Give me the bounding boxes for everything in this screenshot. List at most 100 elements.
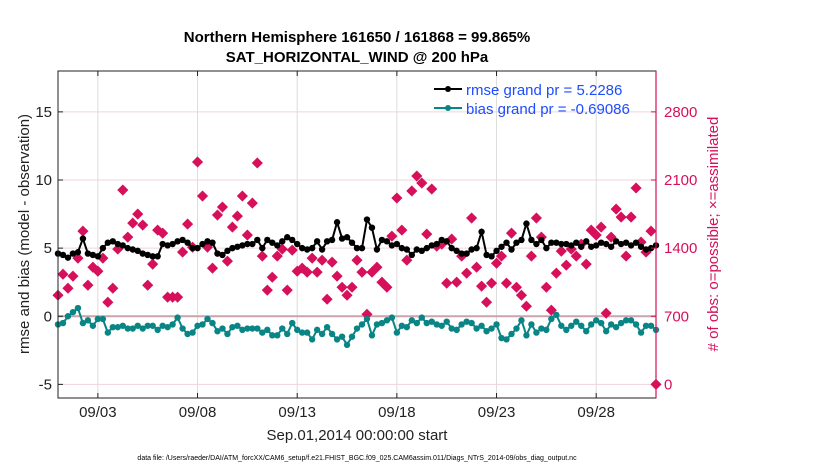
bias-point xyxy=(284,330,291,338)
obs-count-point xyxy=(182,218,194,230)
bias-point xyxy=(373,321,381,328)
rmse-point xyxy=(378,236,386,244)
rmse-point xyxy=(573,239,580,246)
obs-count-point xyxy=(157,227,169,239)
rmse-point xyxy=(249,240,256,248)
bias-point xyxy=(114,323,122,331)
obs-count-point xyxy=(500,277,513,289)
rmse-point xyxy=(627,242,635,249)
rmse-point xyxy=(622,239,630,246)
obs-count-point xyxy=(600,307,612,319)
bias-point xyxy=(528,321,535,328)
bias-point xyxy=(358,321,366,328)
rmse-point xyxy=(488,253,495,260)
bias-point xyxy=(448,325,455,332)
bias-point xyxy=(573,318,580,325)
obs-count-point xyxy=(211,209,224,221)
rmse-point xyxy=(149,253,156,260)
rmse-point xyxy=(588,243,595,250)
bias-point xyxy=(443,318,450,325)
legend-rmse-label: rmse grand pr = 5.2286 xyxy=(466,82,622,99)
y-tick-label: 10 xyxy=(35,172,52,189)
obs-count-point xyxy=(147,258,159,270)
obs-count-point xyxy=(485,277,498,289)
rmse-point xyxy=(637,243,645,250)
rmse-point xyxy=(418,247,425,255)
obs-count-point xyxy=(62,282,74,294)
rmse-point xyxy=(204,238,211,245)
bias-point xyxy=(229,323,236,331)
rmse-point xyxy=(508,246,515,253)
bias-point xyxy=(149,322,156,329)
obs-count-point xyxy=(261,284,273,296)
rmse-point xyxy=(224,247,231,255)
bias-point xyxy=(388,314,396,321)
obs-count-point xyxy=(580,258,592,270)
bias-point xyxy=(164,323,171,331)
bias-point xyxy=(622,317,630,324)
rmse-point xyxy=(483,251,490,259)
rmse-point xyxy=(99,244,107,252)
y-tick-label: 15 xyxy=(35,104,52,121)
obs-count-point xyxy=(351,254,363,266)
rmse-point xyxy=(338,235,346,242)
rmse-point xyxy=(612,238,620,245)
bias-point xyxy=(169,321,176,328)
obs-count-point xyxy=(630,182,642,194)
rmse-point xyxy=(333,219,341,226)
y-tick-label-right: 2100 xyxy=(664,172,697,189)
rmse-point xyxy=(423,244,430,252)
obs-count-point xyxy=(331,270,343,282)
bias-point xyxy=(612,323,620,331)
rmse-point xyxy=(234,243,241,250)
x-tick-label: 09/08 xyxy=(179,404,217,421)
rmse-point xyxy=(558,240,565,248)
bias-point xyxy=(602,328,610,335)
obs-count-point xyxy=(530,212,542,224)
bias-point xyxy=(313,326,321,334)
bias-point xyxy=(269,332,276,339)
bias-point xyxy=(558,322,565,329)
rmse-point xyxy=(64,254,72,261)
obs-count-point xyxy=(560,259,572,271)
plot-marks xyxy=(52,156,662,390)
bias-point xyxy=(647,322,655,329)
obs-count-point xyxy=(590,229,602,241)
bias-point xyxy=(274,332,281,339)
obs-count-point xyxy=(246,197,258,209)
rmse-point xyxy=(69,250,77,257)
bias-point xyxy=(543,326,550,334)
rmse-point xyxy=(583,238,590,245)
obs-count-point xyxy=(137,219,149,231)
obs-count-point xyxy=(311,266,323,278)
rmse-point xyxy=(79,235,87,242)
obs-count-point xyxy=(615,211,627,223)
rmse-point xyxy=(254,236,261,244)
rmse-point xyxy=(264,236,271,244)
bias-point xyxy=(378,319,386,327)
y-tick-label: 0 xyxy=(44,308,52,325)
bias-point xyxy=(124,325,131,332)
rmse-point xyxy=(74,249,82,256)
legend-bias-label: bias grand pr = -0.69086 xyxy=(466,101,630,118)
bias-point xyxy=(408,317,416,324)
rmse-point xyxy=(578,243,585,250)
rmse-point xyxy=(289,236,296,244)
obs-count-point xyxy=(446,233,458,245)
bias-point xyxy=(563,326,570,334)
bias-point xyxy=(403,323,411,331)
bias-point xyxy=(588,321,595,328)
bias-point xyxy=(239,326,246,334)
bias-point xyxy=(224,330,231,338)
rmse-point xyxy=(308,244,316,252)
rmse-point xyxy=(59,251,67,259)
obs-count-point xyxy=(326,256,338,268)
rmse-point xyxy=(154,253,161,260)
obs-count-point xyxy=(605,231,617,243)
rmse-point xyxy=(318,246,326,253)
x-tick-label: 09/18 xyxy=(378,404,416,421)
obs-count-point xyxy=(216,201,229,213)
bias-point xyxy=(353,325,361,332)
bias-point xyxy=(244,325,251,332)
y-axis-label-right: # of obs: o=possible; ×=assimilated xyxy=(705,117,722,352)
